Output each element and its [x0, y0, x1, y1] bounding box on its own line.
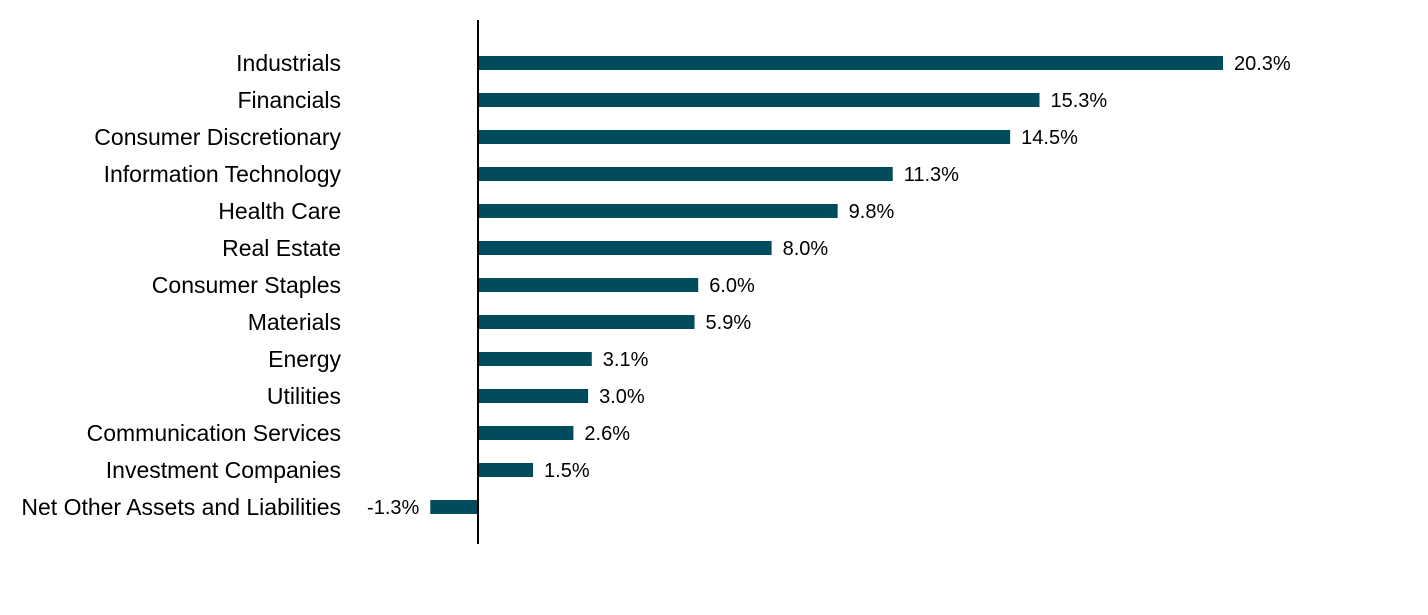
- category-label-1: Financials: [237, 87, 341, 113]
- bar-3: [478, 167, 893, 181]
- value-label-4: 9.8%: [849, 201, 895, 223]
- value-label-2: 14.5%: [1021, 127, 1078, 149]
- bar-4: [478, 204, 838, 218]
- category-label-12: Net Other Assets and Liabilities: [21, 494, 341, 520]
- category-label-7: Materials: [248, 309, 341, 335]
- category-label-9: Utilities: [267, 383, 341, 409]
- value-label-6: 6.0%: [709, 275, 755, 297]
- category-label-3: Information Technology: [104, 161, 342, 187]
- value-label-1: 15.3%: [1051, 90, 1108, 112]
- bar-12: [430, 500, 478, 514]
- category-label-6: Consumer Staples: [152, 272, 341, 298]
- labels-layer: Industrials 20.3% Financials 15.3% Consumer …: [21, 50, 1291, 520]
- bar-5: [478, 241, 772, 255]
- value-label-12: -1.3%: [367, 497, 419, 519]
- bar-6: [478, 278, 699, 292]
- value-label-8: 3.1%: [603, 349, 649, 371]
- bar-2: [478, 130, 1011, 144]
- value-label-7: 5.9%: [706, 312, 752, 334]
- bar-0: [478, 56, 1224, 70]
- category-label-11: Investment Companies: [106, 457, 341, 483]
- category-label-5: Real Estate: [222, 235, 341, 261]
- bar-1: [478, 93, 1040, 107]
- value-label-3: 11.3%: [904, 164, 959, 186]
- value-label-10: 2.6%: [584, 423, 630, 445]
- category-label-10: Communication Services: [87, 420, 341, 446]
- category-label-0: Industrials: [236, 50, 341, 76]
- value-label-11: 1.5%: [544, 460, 590, 482]
- bar-9: [478, 389, 589, 403]
- bar-11: [478, 463, 534, 477]
- category-label-8: Energy: [268, 346, 341, 372]
- bars-layer: [430, 56, 1224, 514]
- bar-7: [478, 315, 695, 329]
- value-label-5: 8.0%: [783, 238, 829, 260]
- value-label-9: 3.0%: [599, 386, 645, 408]
- category-label-4: Health Care: [218, 198, 341, 224]
- bar-10: [478, 426, 574, 440]
- category-label-2: Consumer Discretionary: [94, 124, 341, 150]
- value-label-0: 20.3%: [1234, 53, 1291, 75]
- bar-8: [478, 352, 592, 366]
